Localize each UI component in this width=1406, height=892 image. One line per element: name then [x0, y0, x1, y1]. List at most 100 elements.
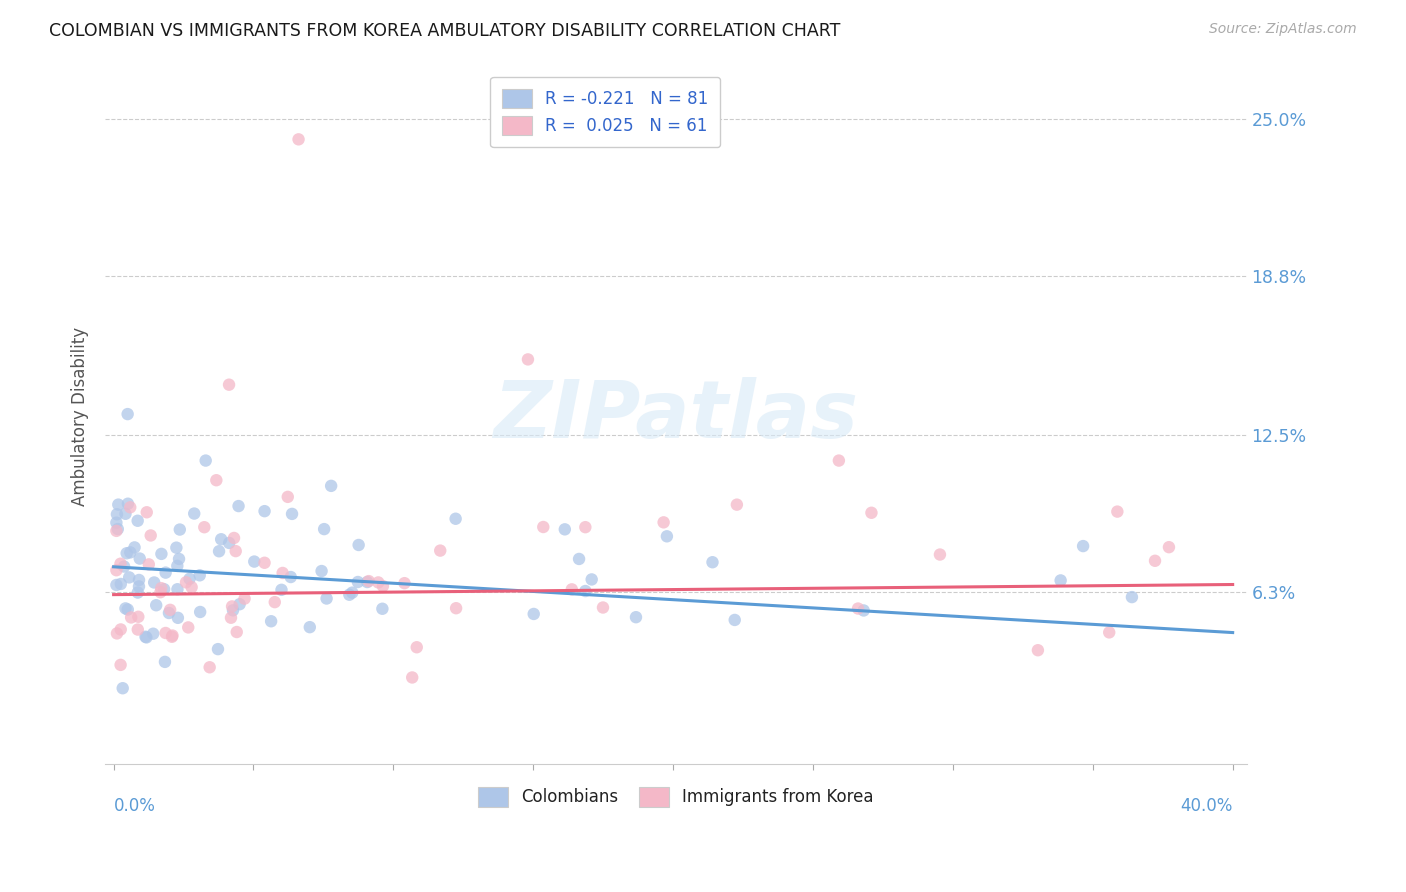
- Point: [142, 626, 165, 640]
- Point: [124, 541, 146, 555]
- Point: [207, 642, 229, 657]
- Point: [347, 574, 370, 589]
- Point: [143, 575, 166, 590]
- Point: [183, 507, 205, 521]
- Point: [277, 490, 299, 504]
- Point: [114, 507, 136, 521]
- Point: [624, 610, 647, 624]
- Point: [166, 582, 188, 597]
- Point: [568, 552, 591, 566]
- Point: [233, 591, 256, 606]
- Point: [342, 585, 364, 599]
- Point: [128, 551, 150, 566]
- Point: [1107, 505, 1129, 519]
- Point: [188, 568, 211, 582]
- Point: [160, 630, 183, 644]
- Point: [110, 623, 132, 637]
- Point: [167, 611, 190, 625]
- Point: [574, 520, 596, 534]
- Point: [1098, 625, 1121, 640]
- Point: [347, 538, 370, 552]
- Point: [205, 473, 228, 487]
- Point: [117, 407, 139, 421]
- Point: [221, 599, 243, 614]
- Point: [315, 591, 337, 606]
- Point: [298, 620, 321, 634]
- Point: [180, 580, 202, 594]
- Point: [127, 514, 149, 528]
- Y-axis label: Ambulatory Disability: Ambulatory Disability: [72, 326, 89, 506]
- Point: [128, 579, 150, 593]
- Point: [117, 602, 139, 616]
- Text: 40.0%: 40.0%: [1180, 797, 1233, 815]
- Point: [581, 573, 603, 587]
- Point: [177, 620, 200, 634]
- Point: [222, 531, 245, 545]
- Point: [105, 578, 128, 592]
- Point: [337, 588, 360, 602]
- Point: [135, 505, 157, 519]
- Point: [105, 516, 128, 530]
- Point: [394, 576, 416, 591]
- Point: [188, 605, 211, 619]
- Point: [169, 523, 191, 537]
- Point: [155, 566, 177, 580]
- Point: [828, 453, 851, 467]
- Point: [159, 603, 181, 617]
- Point: [120, 610, 142, 624]
- Point: [1157, 540, 1180, 554]
- Point: [444, 601, 467, 615]
- Point: [1026, 643, 1049, 657]
- Point: [311, 564, 333, 578]
- Point: [135, 631, 157, 645]
- Point: [725, 498, 748, 512]
- Point: [105, 626, 128, 640]
- Point: [270, 582, 292, 597]
- Point: [356, 575, 378, 590]
- Point: [1071, 539, 1094, 553]
- Point: [112, 559, 135, 574]
- Point: [228, 499, 250, 513]
- Point: [1143, 554, 1166, 568]
- Point: [243, 555, 266, 569]
- Point: [162, 629, 184, 643]
- Point: [111, 681, 134, 696]
- Point: [371, 579, 394, 593]
- Point: [115, 546, 138, 560]
- Point: [153, 655, 176, 669]
- Point: [193, 520, 215, 534]
- Point: [153, 582, 176, 597]
- Point: [321, 479, 343, 493]
- Point: [209, 533, 232, 547]
- Point: [179, 572, 201, 586]
- Point: [150, 581, 173, 595]
- Point: [561, 582, 583, 597]
- Point: [228, 597, 250, 611]
- Point: [655, 529, 678, 543]
- Text: Source: ZipAtlas.com: Source: ZipAtlas.com: [1209, 22, 1357, 37]
- Point: [225, 544, 247, 558]
- Point: [166, 558, 188, 573]
- Point: [280, 570, 302, 584]
- Point: [194, 453, 217, 467]
- Point: [128, 573, 150, 587]
- Point: [167, 552, 190, 566]
- Point: [117, 497, 139, 511]
- Point: [219, 611, 242, 625]
- Text: ZIPatlas: ZIPatlas: [494, 377, 859, 455]
- Point: [523, 607, 546, 621]
- Point: [592, 600, 614, 615]
- Point: [429, 543, 451, 558]
- Point: [367, 575, 389, 590]
- Point: [120, 500, 142, 515]
- Point: [105, 563, 128, 577]
- Point: [702, 555, 724, 569]
- Point: [222, 603, 245, 617]
- Point: [118, 570, 141, 584]
- Point: [105, 524, 128, 538]
- Point: [120, 545, 142, 559]
- Point: [127, 585, 149, 599]
- Point: [225, 625, 247, 640]
- Point: [287, 132, 309, 146]
- Point: [107, 522, 129, 536]
